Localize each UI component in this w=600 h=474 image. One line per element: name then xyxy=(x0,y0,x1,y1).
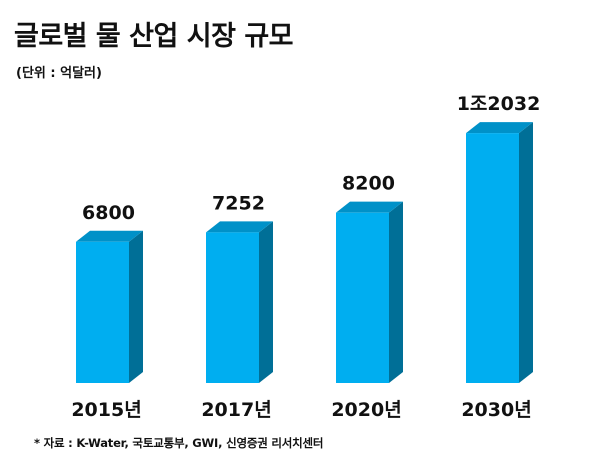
category-label-3: 2020년 xyxy=(331,399,401,421)
data-label-4: 1조2032 xyxy=(457,93,541,115)
bar-side-2 xyxy=(259,221,273,383)
category-label-2: 2017년 xyxy=(201,399,271,421)
source-note: * 자료 : K-Water, 국토교통부, GWI, 신영증권 리서치센터 xyxy=(34,436,324,450)
bar-side-4 xyxy=(519,122,533,383)
data-label-2: 7252 xyxy=(212,192,265,214)
unit-label: (단위 : 억달러) xyxy=(16,66,102,81)
data-label-1: 6800 xyxy=(82,202,135,224)
bar-1 xyxy=(76,241,129,383)
bar-4 xyxy=(466,133,519,383)
bar-top-2 xyxy=(206,221,273,233)
bar-top-4 xyxy=(466,122,533,134)
bar-side-1 xyxy=(129,230,143,383)
bar-side-3 xyxy=(389,201,403,383)
category-label-4: 2030년 xyxy=(461,399,531,421)
bar-3 xyxy=(336,212,389,383)
data-label-3: 8200 xyxy=(342,173,395,195)
category-label-1: 2015년 xyxy=(71,399,141,421)
chart-title: 글로벌 물 산업 시장 규모 xyxy=(14,21,294,52)
bar-top-3 xyxy=(336,201,403,213)
bar-2 xyxy=(206,232,259,383)
bar-top-1 xyxy=(76,230,143,242)
